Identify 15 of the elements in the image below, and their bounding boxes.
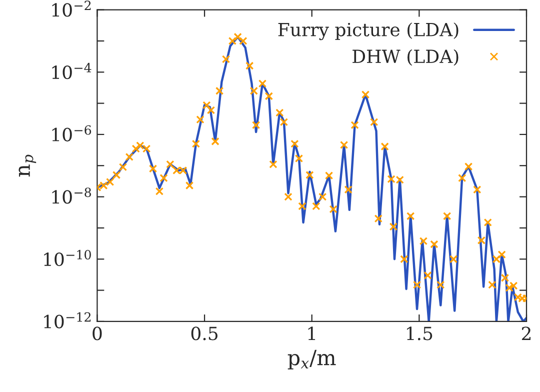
- y-tick-label: 10$^{−2}$: [52, 0, 91, 17]
- legend-label: DHW (LDA): [352, 49, 458, 66]
- y-tick-label: 10$^{−10}$: [44, 250, 91, 266]
- y-tick-label: 10$^{−12}$: [44, 312, 91, 328]
- y-tick-label: 10$^{−8}$: [52, 188, 92, 204]
- x-tick-label: 2: [522, 326, 530, 340]
- y-axis-title: n$_{p}$: [18, 154, 36, 177]
- x-tick-label: 1.5: [407, 326, 432, 340]
- x-tick-label: 0: [92, 326, 102, 340]
- x-tick-label: 0.5: [191, 326, 218, 340]
- x-tick-label: 1: [308, 326, 316, 340]
- x-axis-title: p$_{x}$/m: [288, 350, 336, 370]
- y-tick-label: 10$^{−6}$: [52, 125, 92, 142]
- legend-label: Furry picture (LDA): [278, 22, 458, 40]
- y-tick-label: 10$^{−4}$: [52, 62, 92, 80]
